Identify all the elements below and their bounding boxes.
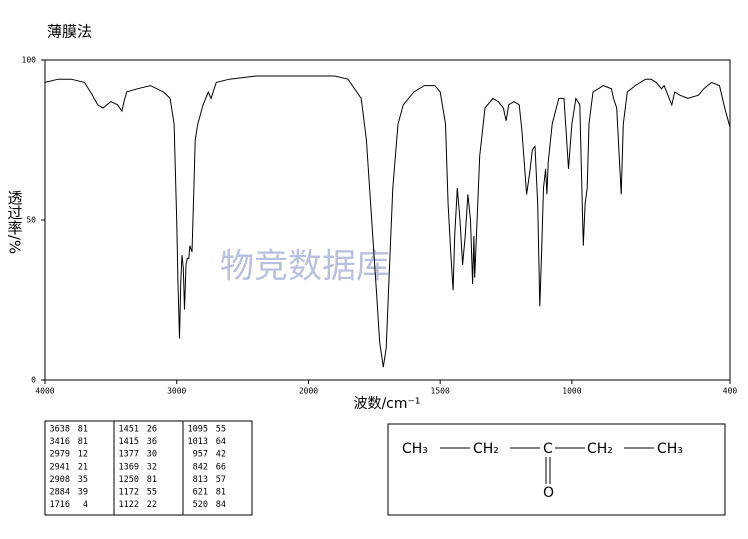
peak-transmittance: 64	[216, 437, 226, 447]
x-tick-label: 400	[723, 387, 738, 396]
peak-wavenumber: 1013	[188, 437, 208, 447]
peak-transmittance: 36	[147, 437, 157, 447]
peak-wavenumber: 3638	[50, 425, 70, 435]
peak-wavenumber: 1095	[188, 425, 208, 435]
x-tick-label: 3000	[167, 387, 186, 396]
peak-table-frame	[44, 420, 253, 516]
peak-wavenumber: 520	[193, 500, 208, 510]
peak-transmittance: 39	[78, 488, 88, 498]
peak-wavenumber: 1415	[119, 437, 139, 447]
x-tick-label: 2000	[299, 387, 318, 396]
x-axis-label: 波数/cm⁻¹	[353, 396, 420, 412]
peak-wavenumber: 1250	[119, 475, 139, 485]
peak-wavenumber: 2884	[50, 488, 70, 498]
peak-wavenumber: 1172	[119, 488, 139, 498]
peak-transmittance: 55	[147, 488, 157, 498]
y-tick-label: 50	[26, 216, 36, 225]
peak-transmittance: 66	[216, 462, 226, 472]
structure-group: CH₃	[657, 441, 683, 457]
structure-group: CH₃	[402, 441, 428, 457]
peak-transmittance: 81	[216, 488, 226, 498]
peak-wavenumber: 621	[193, 488, 208, 498]
peak-wavenumber: 2979	[50, 450, 70, 460]
peak-wavenumber: 1377	[119, 450, 139, 460]
peak-wavenumber: 813	[193, 475, 208, 485]
x-tick-label: 1500	[431, 387, 450, 396]
page-title: 薄膜法	[47, 23, 92, 41]
peak-wavenumber: 1716	[50, 500, 70, 510]
peak-transmittance: 81	[78, 425, 88, 435]
peak-transmittance: 22	[147, 500, 157, 510]
peak-transmittance: 35	[78, 475, 88, 485]
peak-wavenumber: 1369	[119, 462, 139, 472]
peak-transmittance: 84	[216, 500, 226, 510]
structure-group: CH₂	[473, 441, 499, 457]
x-tick-label: 4000	[35, 387, 54, 396]
watermark: 物竞数据库	[220, 247, 390, 287]
peak-transmittance: 4	[83, 500, 88, 510]
peak-transmittance: 57	[216, 475, 226, 485]
peak-transmittance: 12	[78, 450, 88, 460]
spectrum-line	[44, 75, 731, 368]
peak-transmittance: 21	[78, 462, 88, 472]
x-tick-label: 1000	[562, 387, 581, 396]
y-tick-label: 100	[22, 56, 37, 65]
peak-wavenumber: 2941	[50, 462, 70, 472]
peak-wavenumber: 1122	[119, 500, 139, 510]
y-tick-label: 0	[31, 376, 36, 385]
peak-transmittance: 42	[216, 450, 226, 460]
peak-transmittance: 81	[78, 437, 88, 447]
y-axis-label: 透过率/%	[6, 190, 24, 254]
plot-frame	[44, 59, 731, 381]
peak-wavenumber: 842	[193, 462, 208, 472]
structure-frame	[387, 423, 726, 516]
structure-group: C	[543, 441, 553, 457]
peak-transmittance: 30	[147, 450, 157, 460]
peak-wavenumber: 2908	[50, 475, 70, 485]
peak-transmittance: 55	[216, 425, 226, 435]
peak-wavenumber: 957	[193, 450, 208, 460]
peak-wavenumber: 3416	[50, 437, 70, 447]
structure-substituent: O	[543, 485, 554, 501]
peak-transmittance: 81	[147, 475, 157, 485]
peak-transmittance: 26	[147, 425, 157, 435]
peak-wavenumber: 1451	[119, 425, 139, 435]
structure-group: CH₂	[587, 441, 613, 457]
peak-transmittance: 32	[147, 462, 157, 472]
